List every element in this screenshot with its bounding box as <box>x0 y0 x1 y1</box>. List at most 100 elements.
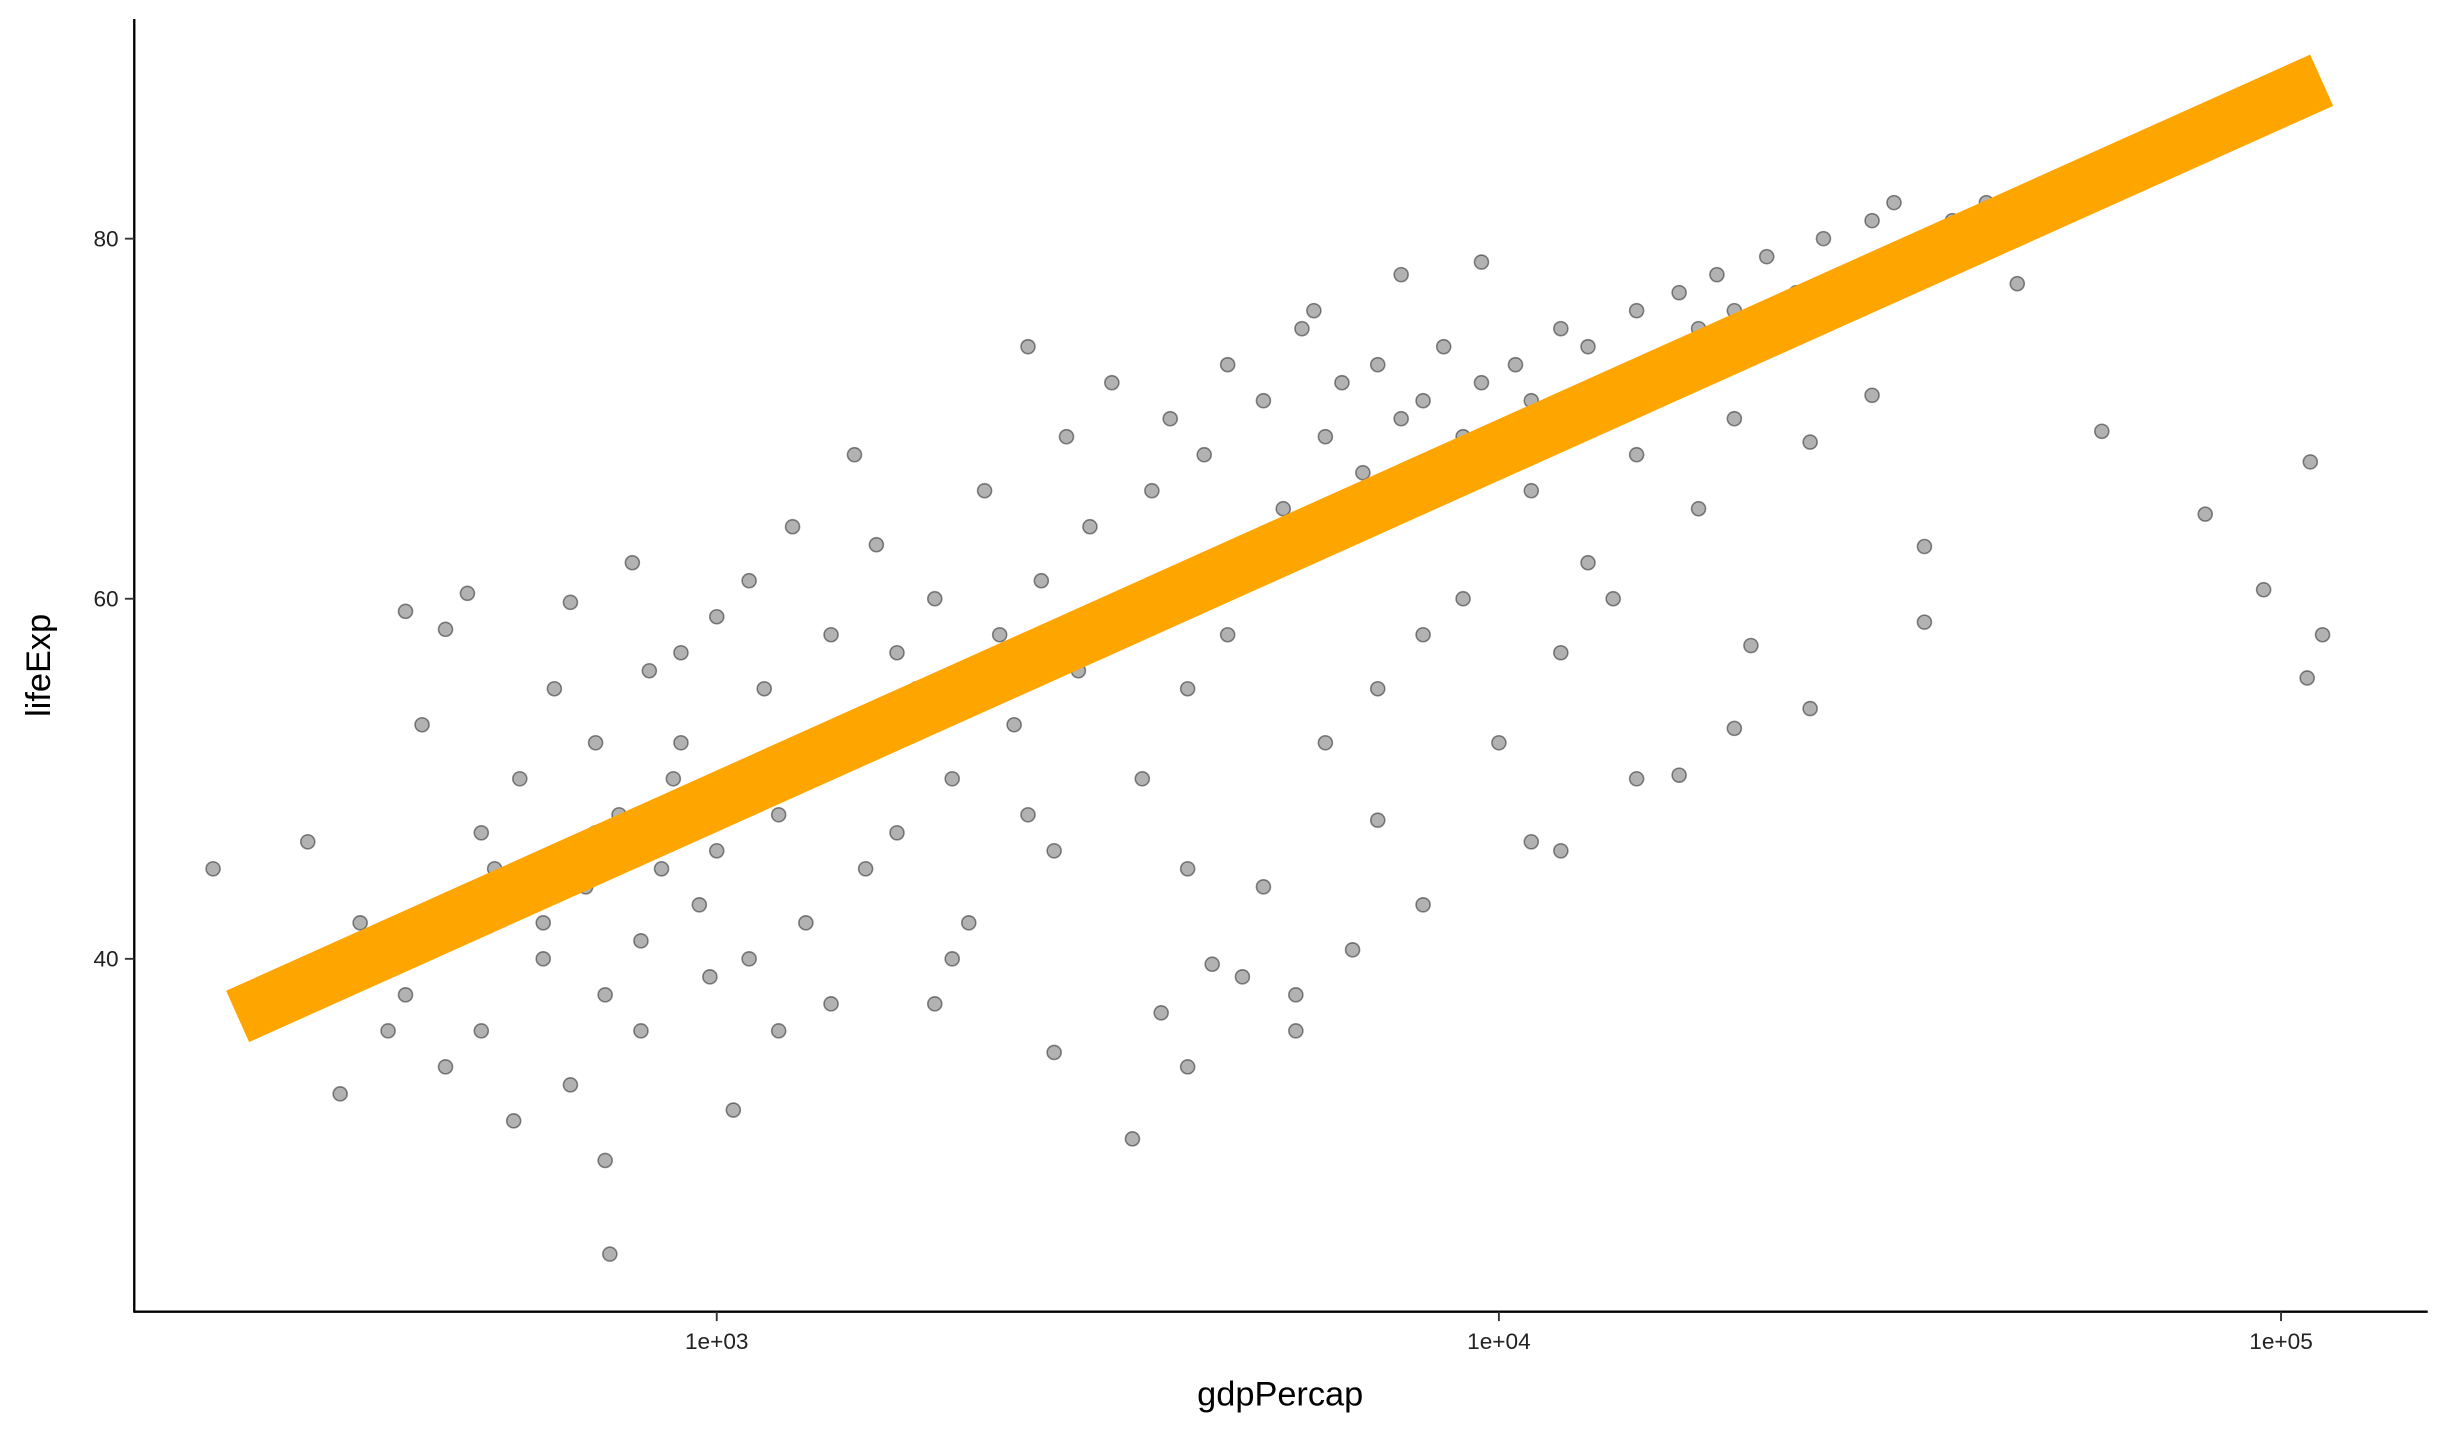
point <box>1344 942 1361 958</box>
y-axis-title: lifeExp <box>20 614 58 717</box>
point <box>511 770 528 787</box>
point <box>1415 392 1431 409</box>
point <box>332 1086 348 1102</box>
point <box>770 1023 787 1039</box>
point <box>1802 434 1818 450</box>
point <box>546 680 563 697</box>
point <box>1743 637 1759 654</box>
y-tick-label: 60 <box>93 587 118 612</box>
point <box>535 951 552 967</box>
fit-line <box>226 54 2334 1043</box>
point <box>1334 374 1350 391</box>
point <box>1507 356 1524 373</box>
point <box>1709 266 1725 283</box>
point <box>562 594 579 611</box>
point <box>535 915 552 931</box>
point <box>944 770 961 787</box>
point <box>1234 969 1251 985</box>
point <box>1628 770 1645 787</box>
point <box>1671 284 1687 301</box>
point <box>691 897 708 913</box>
point <box>602 1246 618 1262</box>
point <box>1886 194 1902 211</box>
point <box>1033 572 1050 589</box>
point <box>1306 302 1322 319</box>
point <box>1553 842 1569 859</box>
point <box>1435 338 1452 355</box>
point <box>1369 680 1386 697</box>
point <box>1219 626 1236 643</box>
point <box>380 1023 396 1039</box>
point <box>1758 248 1775 265</box>
point <box>1815 230 1832 247</box>
point <box>437 1059 454 1075</box>
point <box>1275 500 1292 517</box>
point <box>1553 320 1569 337</box>
point <box>1726 410 1743 427</box>
point <box>1802 700 1818 717</box>
point <box>1671 767 1687 783</box>
point <box>1726 720 1743 737</box>
point <box>1317 734 1334 751</box>
point <box>823 626 839 643</box>
point <box>1196 446 1213 463</box>
point <box>1473 374 1490 391</box>
point <box>991 626 1008 643</box>
point <box>1058 428 1075 445</box>
point <box>1369 356 1386 373</box>
point <box>708 842 725 859</box>
point <box>1162 410 1179 427</box>
point <box>2314 626 2331 643</box>
point <box>846 446 863 463</box>
point <box>1491 734 1507 751</box>
point <box>2197 506 2214 522</box>
point <box>1179 680 1196 697</box>
point <box>1317 428 1334 445</box>
point <box>597 1152 613 1169</box>
point <box>459 585 476 602</box>
point <box>1916 614 1933 630</box>
point <box>653 860 670 877</box>
point <box>1415 626 1431 643</box>
point <box>1204 956 1221 973</box>
point <box>1104 374 1120 391</box>
point <box>1006 716 1022 733</box>
point <box>1153 1005 1169 1021</box>
point <box>725 1102 742 1118</box>
point <box>1144 482 1160 499</box>
point <box>1179 1059 1196 1075</box>
x-tick-label: 1e+05 <box>2249 1329 2313 1354</box>
point <box>633 1023 649 1039</box>
point <box>597 987 613 1003</box>
point <box>2302 454 2319 470</box>
point <box>1393 266 1409 283</box>
point <box>624 554 641 571</box>
point <box>2094 423 2110 440</box>
point <box>1288 987 1304 1003</box>
y-tick-label: 80 <box>93 226 118 251</box>
point <box>2009 275 2026 292</box>
point <box>702 969 718 985</box>
x-tick-label: 1e+04 <box>1467 1329 1531 1354</box>
y-tick-label: 40 <box>93 947 118 972</box>
point <box>299 833 316 850</box>
point <box>205 860 221 877</box>
point <box>1219 356 1236 373</box>
point <box>1294 320 1310 337</box>
point <box>1020 806 1036 823</box>
point <box>1355 464 1371 481</box>
point <box>1369 812 1386 828</box>
point <box>1605 590 1621 607</box>
point <box>857 860 874 877</box>
point <box>414 716 430 733</box>
point <box>2299 670 2315 686</box>
point <box>665 770 682 787</box>
point <box>437 621 454 638</box>
point <box>889 824 905 841</box>
point <box>1082 518 1098 535</box>
point <box>868 536 885 553</box>
point <box>1628 446 1645 463</box>
point <box>1255 879 1272 895</box>
